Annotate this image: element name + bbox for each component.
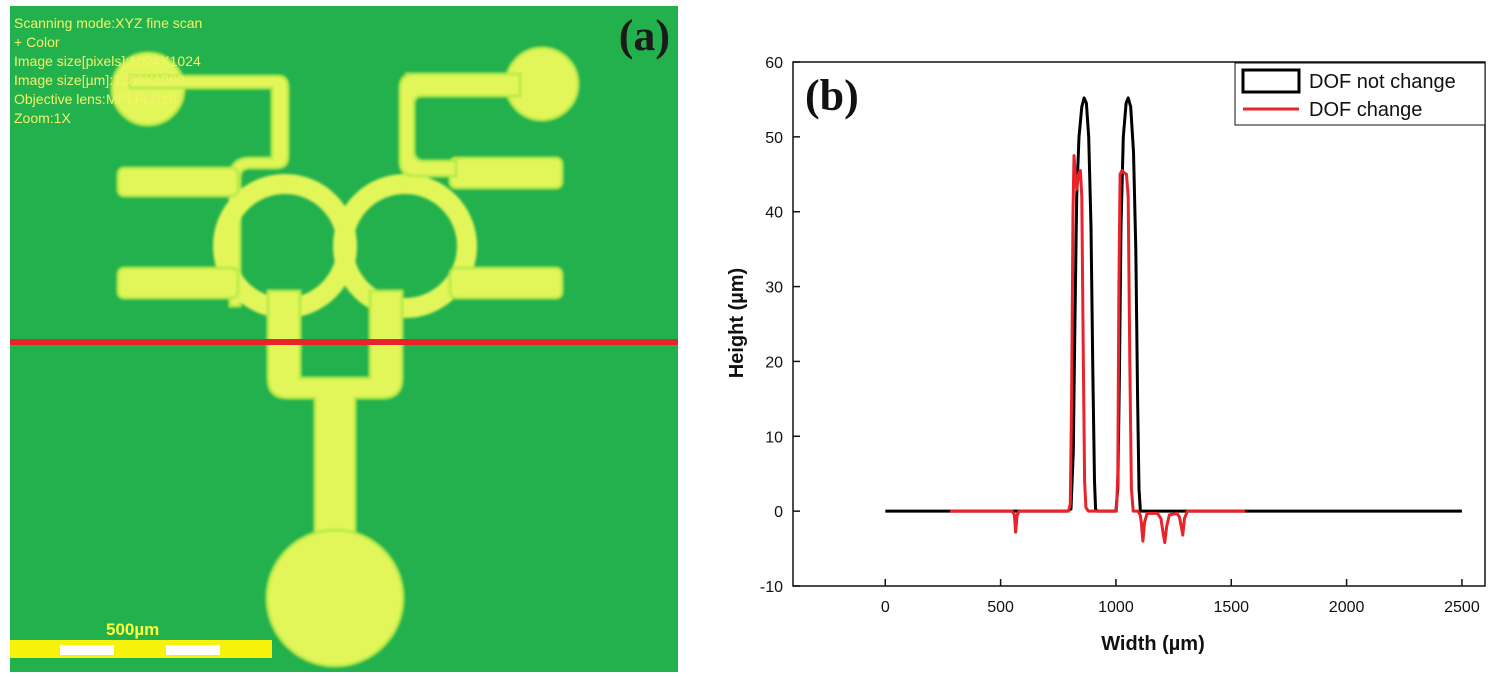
series-line-dof-not-change xyxy=(885,96,1462,513)
plot-frame xyxy=(792,61,1486,587)
legend-swatch xyxy=(1241,68,1301,94)
legend-label: DOF not change xyxy=(1309,71,1456,93)
overlay-line: Image size[pixels]:1024X1024 xyxy=(14,53,201,69)
y-tick-label: 30 xyxy=(765,280,783,297)
y-tick-label: 60 xyxy=(765,55,783,72)
y-tick-label: 50 xyxy=(765,130,783,147)
overlay-line: + Color xyxy=(14,34,60,50)
scale-bar-segment xyxy=(60,645,114,655)
overlay-line: Image size[µm]:1280X1280 xyxy=(14,72,185,88)
y-tick-label: 10 xyxy=(765,429,783,446)
overlay-line: Objective lens:MPLFLN10 xyxy=(14,91,177,107)
x-tick-label: 2000 xyxy=(1329,599,1365,616)
x-tick-label: 1500 xyxy=(1213,599,1249,616)
x-tick-label: 2500 xyxy=(1444,599,1480,616)
y-tick-label: 20 xyxy=(765,354,783,371)
x-axis-title: Width (µm) xyxy=(1101,633,1205,655)
legend-label: DOF change xyxy=(1309,99,1422,121)
legend-box xyxy=(1234,62,1486,126)
electrode-pattern xyxy=(110,46,580,668)
scale-bar: 500µm xyxy=(10,618,272,660)
y-tick-label: -10 xyxy=(760,579,783,596)
profile-chart-panel: 0 500 1000 1500 2000 2500 -10 0 10 20 30 40 50 60 DOF… xyxy=(705,0,1500,677)
x-tick-label: 1000 xyxy=(1098,599,1134,616)
x-tick-label: 500 xyxy=(987,599,1014,616)
scale-bar-segment xyxy=(166,645,220,655)
scan-info-overlay: Scanning mode:XYZ fine scan + Color Imag… xyxy=(14,14,202,128)
profile-chart: 0 500 1000 1500 2000 2500 -10 0 10 20 30 40 50 60 DOF… xyxy=(726,55,1486,655)
y-tick-label: 40 xyxy=(765,205,783,222)
scale-bar-label: 500µm xyxy=(106,620,160,639)
y-axis-title: Height (µm) xyxy=(726,268,748,378)
scale-bar-body xyxy=(10,640,272,658)
panel-b-label: (b) xyxy=(805,71,859,120)
x-tick-label: 0 xyxy=(881,599,890,616)
panel-a-label: (a) xyxy=(618,11,670,60)
overlay-line: Scanning mode:XYZ fine scan xyxy=(14,15,203,31)
series-line-dof-change xyxy=(949,154,1246,545)
micrograph-pattern xyxy=(10,46,678,668)
y-tick-label: 0 xyxy=(774,504,783,521)
micrograph-panel: Scanning mode:XYZ fine scan + Color Imag… xyxy=(10,6,678,672)
overlay-line: Zoom:1X xyxy=(14,110,71,126)
